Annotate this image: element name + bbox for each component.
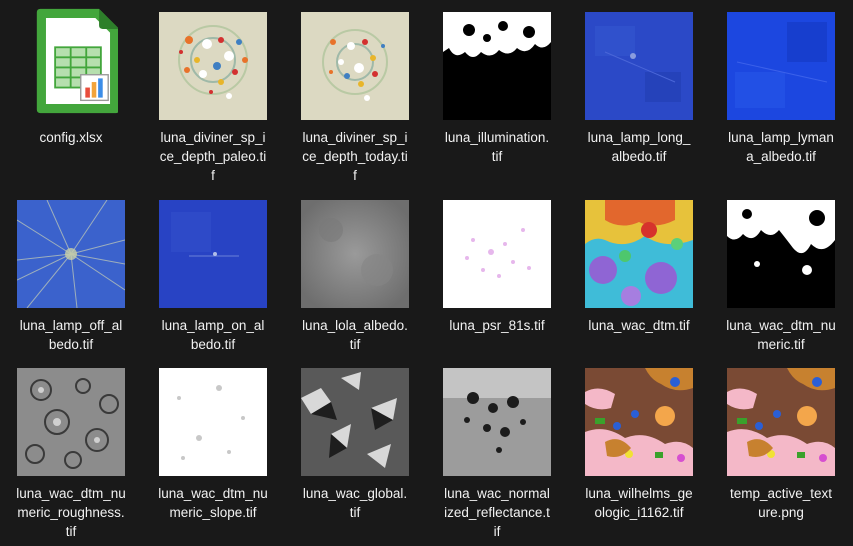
file-item-wilhelms-geologic[interactable]: luna_wilhelms_ge ologic_i1162.tif xyxy=(568,356,710,536)
file-name: temp_active_text ure.png xyxy=(729,486,833,520)
file-name: luna_diviner_sp_i ce_depth_today.ti f xyxy=(302,130,408,183)
file-name: luna_lola_albedo. tif xyxy=(302,318,408,352)
file-name: luna_wac_dtm_nu meric_roughness. tif xyxy=(16,486,126,539)
file-item-ice-depth-paleo[interactable]: luna_diviner_sp_i ce_depth_paleo.ti f xyxy=(142,0,284,183)
file-item-lamp-lyman-albedo[interactable]: luna_lamp_lyman a_albedo.tif xyxy=(710,0,852,180)
geologic-map-thumbnail xyxy=(585,368,693,476)
file-item-wac-normalized-reflectance[interactable]: luna_wac_normal ized_reflectance.t if xyxy=(426,356,568,539)
slope-thumbnail xyxy=(159,368,267,476)
file-item-temp-active-texture[interactable]: temp_active_text ure.png xyxy=(710,356,852,536)
file-name: luna_diviner_sp_i ce_depth_paleo.ti f xyxy=(159,130,267,183)
file-item-lamp-off-albedo[interactable]: luna_lamp_off_al bedo.tif xyxy=(0,188,142,368)
blue-albedo-thumbnail xyxy=(727,12,835,120)
file-name: luna_lamp_long_ albedo.tif xyxy=(587,130,691,164)
file-item-wac-dtm-numeric-roughness[interactable]: luna_wac_dtm_nu meric_roughness. tif xyxy=(0,356,142,539)
blue-albedo-thumbnail xyxy=(17,200,125,308)
file-name: luna_wac_dtm_nu meric_slope.tif xyxy=(158,486,268,520)
file-name: luna_lamp_on_al bedo.tif xyxy=(161,318,265,352)
file-name: luna_illumination. tif xyxy=(444,130,550,164)
shaded-relief-thumbnail xyxy=(301,368,409,476)
file-name: luna_wac_normal ized_reflectance.t if xyxy=(444,486,550,539)
file-item-wac-dtm-numeric[interactable]: luna_wac_dtm_nu meric.tif xyxy=(710,188,852,368)
file-name: luna_psr_81s.tif xyxy=(449,318,545,333)
file-item-wac-global[interactable]: luna_wac_global. tif xyxy=(284,356,426,536)
file-item-psr-81s[interactable]: luna_psr_81s.tif xyxy=(426,188,568,368)
file-item-wac-dtm-numeric-slope[interactable]: luna_wac_dtm_nu meric_slope.tif xyxy=(142,356,284,536)
file-name: luna_wac_dtm.tif xyxy=(588,318,690,333)
ice-depth-thumbnail xyxy=(159,12,267,120)
dtm-color-thumbnail xyxy=(585,200,693,308)
file-item-wac-dtm[interactable]: luna_wac_dtm.tif xyxy=(568,188,710,368)
file-name: luna_wac_global. tif xyxy=(302,486,408,520)
blue-albedo-thumbnail xyxy=(159,200,267,308)
file-item-lamp-on-albedo[interactable]: luna_lamp_on_al bedo.tif xyxy=(142,188,284,368)
spreadsheet-icon xyxy=(24,7,118,125)
illumination-thumbnail xyxy=(443,12,551,120)
roughness-thumbnail xyxy=(17,368,125,476)
file-name: luna_wac_dtm_nu meric.tif xyxy=(726,318,836,352)
reflectance-thumbnail xyxy=(443,368,551,476)
file-name: config.xlsx xyxy=(39,130,103,145)
file-name: luna_lamp_off_al bedo.tif xyxy=(19,318,123,352)
file-item-illumination[interactable]: luna_illumination. tif xyxy=(426,0,568,180)
file-item-ice-depth-today[interactable]: luna_diviner_sp_i ce_depth_today.ti f xyxy=(284,0,426,183)
ice-depth-thumbnail xyxy=(301,12,409,120)
file-name: luna_wilhelms_ge ologic_i1162.tif xyxy=(585,486,693,520)
bw-mask-thumbnail xyxy=(727,200,835,308)
file-item-lola-albedo[interactable]: luna_lola_albedo. tif xyxy=(284,188,426,368)
file-item-lamp-long-albedo[interactable]: luna_lamp_long_ albedo.tif xyxy=(568,0,710,180)
blue-albedo-thumbnail xyxy=(585,12,693,120)
file-item-config-xlsx[interactable]: config.xlsx xyxy=(0,0,142,180)
psr-thumbnail xyxy=(443,200,551,308)
geologic-map-thumbnail xyxy=(727,368,835,476)
gray-albedo-thumbnail xyxy=(301,200,409,308)
file-name: luna_lamp_lyman a_albedo.tif xyxy=(728,130,834,164)
